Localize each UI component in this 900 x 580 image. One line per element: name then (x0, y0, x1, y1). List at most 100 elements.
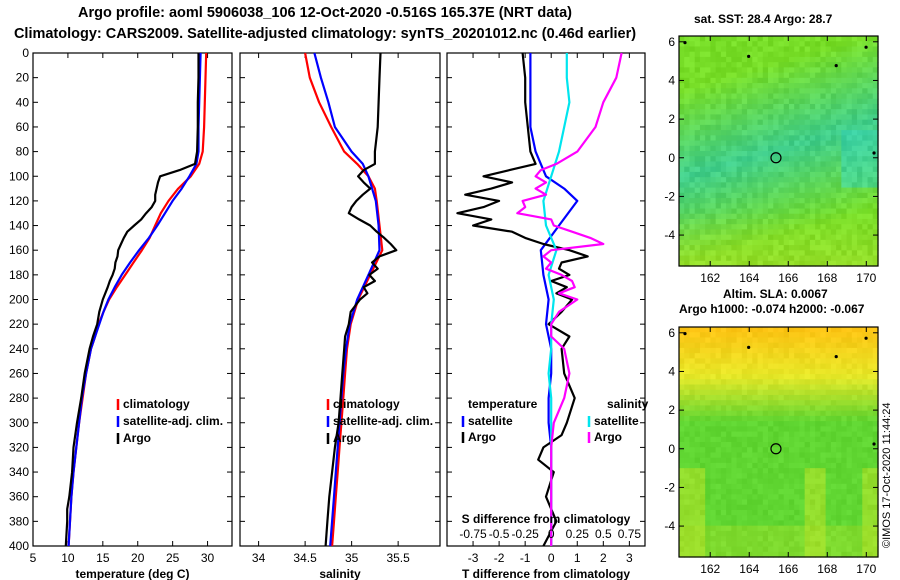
map-cell (699, 119, 706, 126)
map-cell (799, 483, 806, 490)
map-cell (788, 46, 795, 53)
temperature-legend-label: Argo (468, 430, 496, 444)
map-cell (815, 140, 821, 147)
map-cell (731, 536, 738, 542)
map-cell (809, 415, 816, 422)
map-cell (857, 67, 863, 74)
map-cell (731, 187, 738, 194)
map-cell (794, 457, 801, 464)
map-cell (804, 213, 811, 220)
map-cell (773, 229, 780, 236)
map-cell (783, 468, 790, 474)
temperature-xlabel: temperature (deg C) (75, 567, 189, 580)
map-cell (768, 224, 774, 231)
temperature-legend-label: satellite-adj. clim. (123, 414, 223, 428)
map-cell (851, 161, 858, 168)
map-cell (710, 353, 717, 359)
map-cell (836, 187, 842, 194)
map-cell (820, 224, 827, 231)
map-cell (710, 229, 717, 236)
map-cell (768, 83, 774, 89)
map-cell (788, 98, 795, 105)
map-cell (862, 109, 869, 116)
map-cell (804, 224, 811, 231)
map-cell (857, 224, 863, 231)
map-cell (720, 62, 727, 68)
map-cell (741, 171, 748, 178)
map-cell (778, 239, 785, 246)
map-cell (694, 431, 701, 438)
differences-xtick-label: 2 (600, 551, 607, 565)
map-cell (720, 515, 727, 522)
map-cell (699, 229, 706, 236)
map-cell (778, 363, 785, 370)
map-cell (715, 515, 722, 522)
map-cell (726, 36, 732, 42)
map-cell (757, 374, 764, 380)
map-cell (804, 410, 811, 417)
depth-tick-label: 380 (9, 514, 29, 528)
map-cell (720, 98, 727, 105)
map-cell (710, 161, 717, 168)
map-cell (804, 358, 811, 365)
map-cell (710, 452, 717, 459)
map-cell (851, 530, 858, 537)
map-cell (809, 67, 816, 74)
map-cell (841, 234, 848, 241)
map-cell (762, 192, 769, 199)
salinity-difference-tick-label: 0.75 (618, 527, 642, 541)
map-cell (857, 452, 863, 459)
map-cell (809, 462, 816, 469)
map-cell (726, 213, 732, 220)
map-cell (778, 72, 785, 79)
map-cell (684, 119, 691, 126)
map-cell (815, 36, 821, 42)
map-cell (815, 177, 821, 183)
map-cell (747, 358, 753, 365)
map-cell (773, 489, 780, 495)
map-cell (741, 394, 748, 401)
map-cell (857, 400, 863, 407)
map-cell (720, 198, 727, 204)
map-cell (726, 337, 732, 344)
map-cell (747, 520, 753, 527)
map-cell (867, 224, 874, 231)
map-cell (815, 342, 821, 349)
sla_map-ytick-label: -4 (664, 519, 675, 533)
map-cell (684, 229, 691, 236)
map-cell (809, 410, 816, 417)
map-cell (705, 255, 712, 262)
map-cell (788, 536, 795, 542)
map-cell (783, 182, 790, 189)
map-cell (804, 494, 811, 501)
map-cell (841, 536, 848, 542)
map-cell (804, 239, 811, 246)
map-cell (684, 46, 691, 53)
map-cell (705, 119, 712, 126)
map-cell (857, 462, 863, 469)
map-cell (836, 135, 842, 142)
map-cell (736, 473, 743, 480)
map-cell (815, 384, 821, 391)
map-cell (809, 384, 816, 391)
map-cell (820, 431, 827, 438)
map-cell (694, 239, 701, 246)
map-cell (794, 177, 801, 183)
map-cell (788, 67, 795, 74)
map-cell (768, 151, 774, 157)
map-cell (736, 83, 743, 89)
map-cell (726, 489, 732, 495)
map-cell (699, 36, 706, 42)
map-cell (768, 436, 774, 443)
map-cell (705, 462, 712, 469)
map-cell (836, 56, 842, 63)
map-cell (762, 426, 769, 433)
map-cell (684, 426, 691, 433)
map-cell (851, 462, 858, 469)
map-cell (841, 431, 848, 438)
map-cell (694, 145, 701, 152)
map-cell (757, 342, 764, 349)
map-cell (809, 509, 816, 516)
map-cell (705, 239, 712, 246)
map-cell (809, 389, 816, 396)
